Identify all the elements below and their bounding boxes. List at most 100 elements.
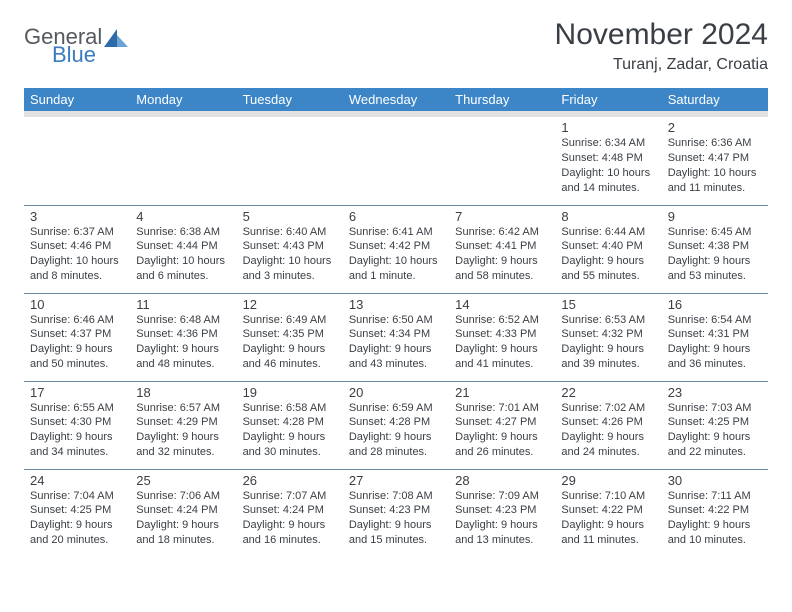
- day-info: Sunrise: 7:02 AMSunset: 4:26 PMDaylight:…: [561, 401, 655, 460]
- day-number: 8: [561, 209, 655, 224]
- day-cell: 12Sunrise: 6:49 AMSunset: 4:35 PMDayligh…: [237, 293, 343, 381]
- week-row: 10Sunrise: 6:46 AMSunset: 4:37 PMDayligh…: [24, 293, 768, 381]
- sunrise-text: Sunrise: 6:58 AM: [243, 401, 337, 416]
- calendar-page: General Blue November 2024 Turanj, Zadar…: [0, 0, 792, 612]
- day-cell: 6Sunrise: 6:41 AMSunset: 4:42 PMDaylight…: [343, 205, 449, 293]
- daylight-text: Daylight: 10 hours and 1 minute.: [349, 254, 443, 284]
- sunrise-text: Sunrise: 7:10 AM: [561, 489, 655, 504]
- sunset-text: Sunset: 4:26 PM: [561, 415, 655, 430]
- day-number: 9: [668, 209, 762, 224]
- day-number: 1: [561, 120, 655, 135]
- sunrise-text: Sunrise: 6:44 AM: [561, 225, 655, 240]
- daylight-text: Daylight: 9 hours and 39 minutes.: [561, 342, 655, 372]
- sunrise-text: Sunrise: 6:59 AM: [349, 401, 443, 416]
- day-number: 28: [455, 473, 549, 488]
- calendar-table: Sunday Monday Tuesday Wednesday Thursday…: [24, 88, 768, 557]
- sunset-text: Sunset: 4:24 PM: [136, 503, 230, 518]
- day-info: Sunrise: 6:44 AMSunset: 4:40 PMDaylight:…: [561, 225, 655, 284]
- day-info: Sunrise: 6:50 AMSunset: 4:34 PMDaylight:…: [349, 313, 443, 372]
- day-cell: 29Sunrise: 7:10 AMSunset: 4:22 PMDayligh…: [555, 469, 661, 557]
- day-info: Sunrise: 7:07 AMSunset: 4:24 PMDaylight:…: [243, 489, 337, 548]
- day-cell: 8Sunrise: 6:44 AMSunset: 4:40 PMDaylight…: [555, 205, 661, 293]
- logo-blue: Blue: [52, 44, 102, 66]
- day-info: Sunrise: 7:08 AMSunset: 4:23 PMDaylight:…: [349, 489, 443, 548]
- day-cell: 2Sunrise: 6:36 AMSunset: 4:47 PMDaylight…: [662, 117, 768, 205]
- day-cell: [343, 117, 449, 205]
- sunset-text: Sunset: 4:43 PM: [243, 239, 337, 254]
- day-number: 6: [349, 209, 443, 224]
- logo: General Blue: [24, 18, 130, 66]
- sunset-text: Sunset: 4:38 PM: [668, 239, 762, 254]
- day-number: 25: [136, 473, 230, 488]
- sunrise-text: Sunrise: 7:01 AM: [455, 401, 549, 416]
- sunrise-text: Sunrise: 6:54 AM: [668, 313, 762, 328]
- day-info: Sunrise: 7:10 AMSunset: 4:22 PMDaylight:…: [561, 489, 655, 548]
- day-number: 3: [30, 209, 124, 224]
- daylight-text: Daylight: 9 hours and 41 minutes.: [455, 342, 549, 372]
- sunrise-text: Sunrise: 7:11 AM: [668, 489, 762, 504]
- day-cell: 15Sunrise: 6:53 AMSunset: 4:32 PMDayligh…: [555, 293, 661, 381]
- day-number: 10: [30, 297, 124, 312]
- day-info: Sunrise: 6:48 AMSunset: 4:36 PMDaylight:…: [136, 313, 230, 372]
- sunset-text: Sunset: 4:35 PM: [243, 327, 337, 342]
- day-number: 7: [455, 209, 549, 224]
- day-info: Sunrise: 6:58 AMSunset: 4:28 PMDaylight:…: [243, 401, 337, 460]
- daylight-text: Daylight: 10 hours and 3 minutes.: [243, 254, 337, 284]
- logo-text: General Blue: [24, 26, 102, 66]
- day-number: 26: [243, 473, 337, 488]
- day-cell: [130, 117, 236, 205]
- sunrise-text: Sunrise: 6:38 AM: [136, 225, 230, 240]
- sunset-text: Sunset: 4:28 PM: [349, 415, 443, 430]
- day-info: Sunrise: 7:01 AMSunset: 4:27 PMDaylight:…: [455, 401, 549, 460]
- day-info: Sunrise: 6:49 AMSunset: 4:35 PMDaylight:…: [243, 313, 337, 372]
- daylight-text: Daylight: 9 hours and 30 minutes.: [243, 430, 337, 460]
- daylight-text: Daylight: 9 hours and 34 minutes.: [30, 430, 124, 460]
- sunset-text: Sunset: 4:34 PM: [349, 327, 443, 342]
- sunrise-text: Sunrise: 7:03 AM: [668, 401, 762, 416]
- sunset-text: Sunset: 4:47 PM: [668, 151, 762, 166]
- sunrise-text: Sunrise: 7:02 AM: [561, 401, 655, 416]
- sunset-text: Sunset: 4:48 PM: [561, 151, 655, 166]
- sunrise-text: Sunrise: 6:34 AM: [561, 136, 655, 151]
- title-block: November 2024 Turanj, Zadar, Croatia: [555, 18, 768, 74]
- sunset-text: Sunset: 4:25 PM: [668, 415, 762, 430]
- sunrise-text: Sunrise: 7:08 AM: [349, 489, 443, 504]
- sunrise-text: Sunrise: 6:46 AM: [30, 313, 124, 328]
- sunrise-text: Sunrise: 6:49 AM: [243, 313, 337, 328]
- day-cell: 14Sunrise: 6:52 AMSunset: 4:33 PMDayligh…: [449, 293, 555, 381]
- day-info: Sunrise: 6:54 AMSunset: 4:31 PMDaylight:…: [668, 313, 762, 372]
- sunrise-text: Sunrise: 6:50 AM: [349, 313, 443, 328]
- sunrise-text: Sunrise: 7:09 AM: [455, 489, 549, 504]
- week-row: 1Sunrise: 6:34 AMSunset: 4:48 PMDaylight…: [24, 117, 768, 205]
- sunrise-text: Sunrise: 6:53 AM: [561, 313, 655, 328]
- day-number: 13: [349, 297, 443, 312]
- day-info: Sunrise: 7:04 AMSunset: 4:25 PMDaylight:…: [30, 489, 124, 548]
- day-cell: 16Sunrise: 6:54 AMSunset: 4:31 PMDayligh…: [662, 293, 768, 381]
- daylight-text: Daylight: 9 hours and 13 minutes.: [455, 518, 549, 548]
- sunrise-text: Sunrise: 6:55 AM: [30, 401, 124, 416]
- day-info: Sunrise: 6:40 AMSunset: 4:43 PMDaylight:…: [243, 225, 337, 284]
- day-number: 14: [455, 297, 549, 312]
- daylight-text: Daylight: 10 hours and 14 minutes.: [561, 166, 655, 196]
- day-info: Sunrise: 7:09 AMSunset: 4:23 PMDaylight:…: [455, 489, 549, 548]
- sunset-text: Sunset: 4:46 PM: [30, 239, 124, 254]
- day-cell: 10Sunrise: 6:46 AMSunset: 4:37 PMDayligh…: [24, 293, 130, 381]
- day-number: 2: [668, 120, 762, 135]
- day-number: 16: [668, 297, 762, 312]
- day-info: Sunrise: 6:45 AMSunset: 4:38 PMDaylight:…: [668, 225, 762, 284]
- sunset-text: Sunset: 4:23 PM: [349, 503, 443, 518]
- daylight-text: Daylight: 9 hours and 15 minutes.: [349, 518, 443, 548]
- daylight-text: Daylight: 9 hours and 22 minutes.: [668, 430, 762, 460]
- day-number: 12: [243, 297, 337, 312]
- sunrise-text: Sunrise: 6:41 AM: [349, 225, 443, 240]
- sunset-text: Sunset: 4:23 PM: [455, 503, 549, 518]
- sunrise-text: Sunrise: 6:52 AM: [455, 313, 549, 328]
- sunrise-text: Sunrise: 7:07 AM: [243, 489, 337, 504]
- day-info: Sunrise: 6:36 AMSunset: 4:47 PMDaylight:…: [668, 136, 762, 195]
- day-number: 15: [561, 297, 655, 312]
- logo-triangle-icon: [104, 29, 130, 49]
- day-cell: 30Sunrise: 7:11 AMSunset: 4:22 PMDayligh…: [662, 469, 768, 557]
- day-number: 22: [561, 385, 655, 400]
- daylight-text: Daylight: 9 hours and 20 minutes.: [30, 518, 124, 548]
- weekday-header: Tuesday: [237, 88, 343, 111]
